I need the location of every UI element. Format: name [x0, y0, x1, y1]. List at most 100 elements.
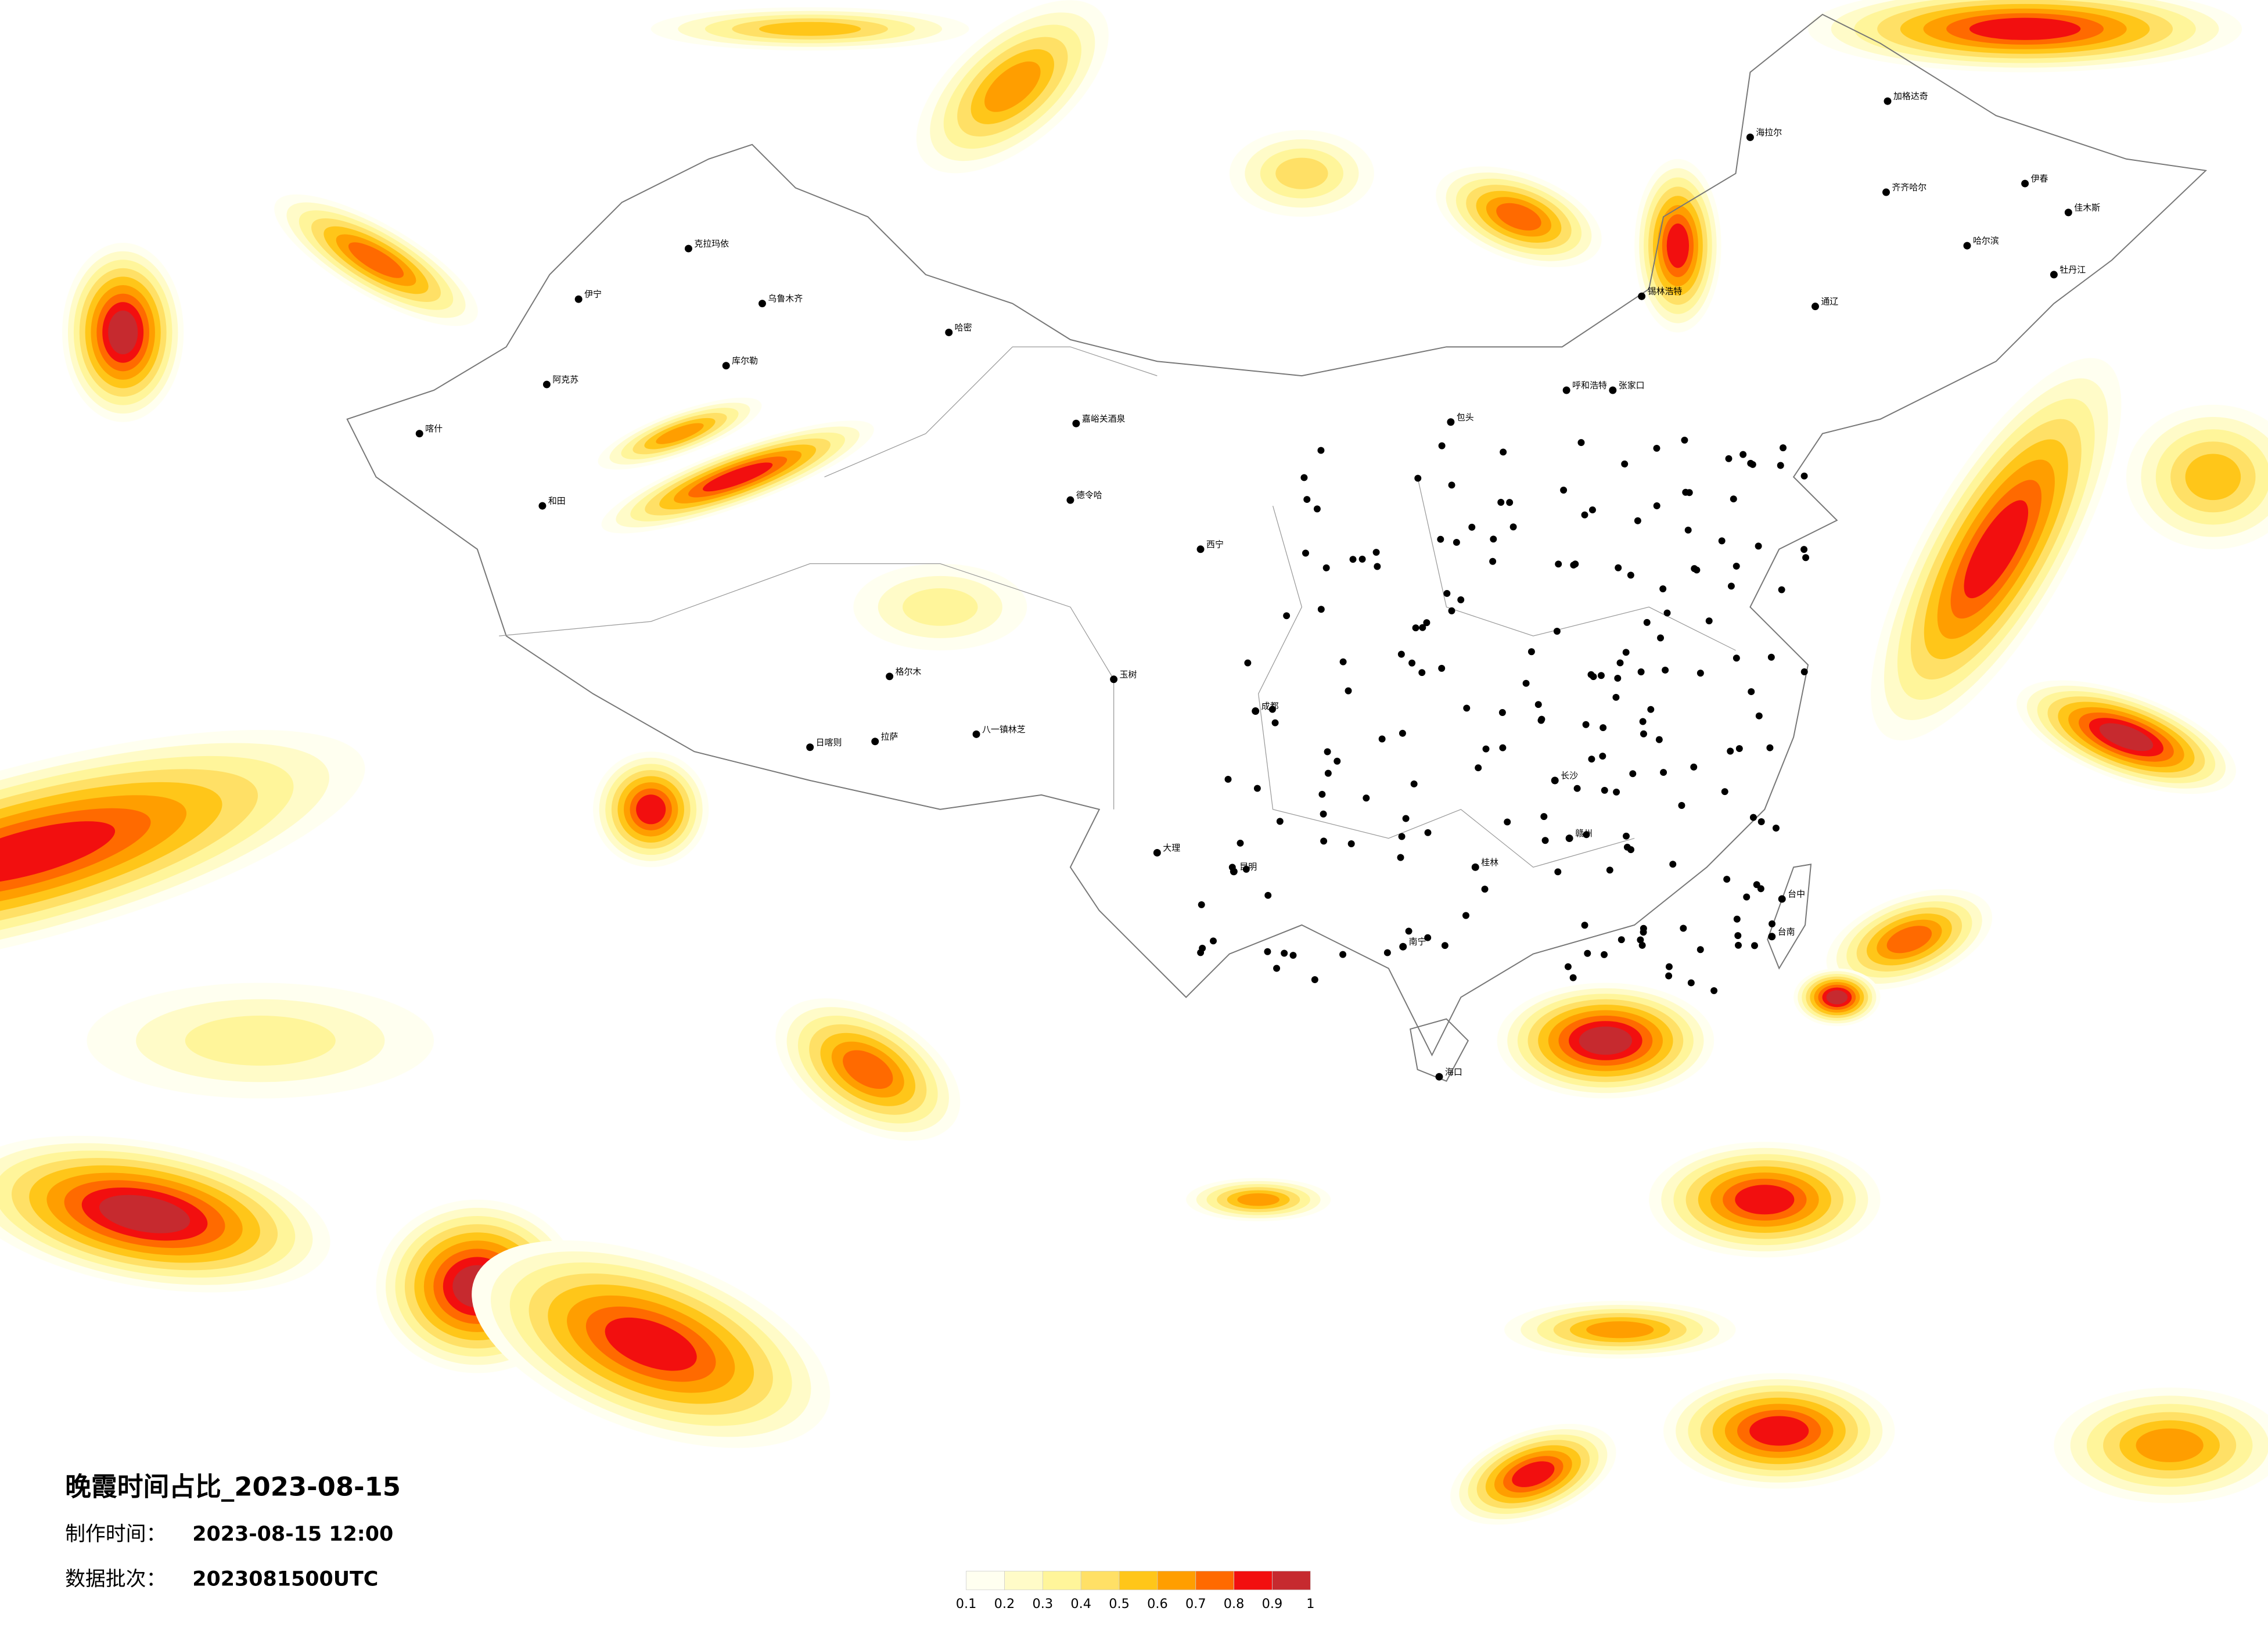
- city-label: 日喀则: [816, 737, 842, 747]
- city-label: 伊春: [2031, 174, 2048, 184]
- province-line: [1258, 505, 1635, 868]
- heat-layer: [0, 0, 2268, 1525]
- colorbar-tick-label: 0.9: [1262, 1596, 1283, 1611]
- city-dot: [1735, 745, 1743, 753]
- city-dot: [1453, 538, 1460, 546]
- city-label: 通辽: [1821, 296, 1838, 307]
- city-label: 海拉尔: [1756, 127, 1782, 138]
- city-label: 牡丹江: [2059, 264, 2086, 275]
- heat-area: [0, 821, 116, 884]
- city-dot: [1747, 459, 1755, 467]
- city-dot: [1264, 948, 1271, 955]
- city-dot: [1498, 709, 1506, 716]
- city-dot: [1317, 447, 1325, 454]
- city-label: 玉树: [1120, 669, 1137, 679]
- city-dot: [1601, 786, 1608, 794]
- batch: 2023081500UTC: [192, 1567, 378, 1591]
- city-dot: [1224, 775, 1232, 783]
- city-dot: [806, 743, 814, 751]
- city-dot: [1555, 560, 1562, 568]
- city-dot: [2050, 271, 2058, 279]
- city-dot: [1669, 861, 1677, 868]
- city-dot: [1616, 659, 1624, 667]
- city-dot: [1322, 564, 1330, 571]
- city-dot: [1475, 764, 1482, 772]
- city-label: 哈密: [955, 322, 972, 333]
- island-outline: [1410, 1018, 1469, 1082]
- city-dot: [1662, 666, 1669, 674]
- city-dot: [1778, 895, 1786, 903]
- city-dot: [1471, 863, 1479, 871]
- city-dot: [1522, 679, 1530, 687]
- city-label: 拉萨: [881, 731, 898, 742]
- colorbar-tick-label: 0.5: [1109, 1596, 1130, 1611]
- city-dot: [1597, 672, 1605, 679]
- city-dot: [1640, 929, 1647, 936]
- city-dot: [1264, 891, 1272, 899]
- city-label: 阿克苏: [552, 375, 578, 385]
- city-dot: [1657, 634, 1664, 642]
- colorbar-swatch: [1157, 1571, 1196, 1591]
- city-dot: [1397, 650, 1405, 658]
- city-dot: [1612, 693, 1620, 701]
- city-dot: [1777, 462, 1784, 469]
- city-dot: [1663, 609, 1671, 617]
- city-label: 西宁: [1206, 539, 1224, 549]
- city-dot: [1435, 1073, 1443, 1081]
- heat-area: [759, 21, 861, 36]
- city-dot: [1767, 653, 1775, 661]
- city-dot: [1802, 554, 1810, 562]
- city-dot: [1623, 832, 1630, 840]
- city-dot: [1383, 949, 1391, 956]
- city-dot: [1800, 668, 1808, 675]
- city-label: 海口: [1445, 1067, 1462, 1077]
- made-time: 2023-08-15 12:00: [192, 1523, 393, 1546]
- city-dot: [1638, 292, 1646, 300]
- city-dot: [1553, 627, 1561, 635]
- city-dot: [1448, 607, 1455, 614]
- city-dot: [1638, 941, 1646, 949]
- city-dot: [1281, 949, 1288, 957]
- city-dot: [1634, 517, 1641, 524]
- city-dot: [1615, 564, 1622, 571]
- city-dot: [1811, 303, 1819, 311]
- city-dot: [1273, 965, 1281, 972]
- city-dot: [1320, 837, 1328, 845]
- heat-area: [1275, 157, 1328, 189]
- city-label: 嘉峪关酒泉: [1082, 413, 1126, 424]
- city-dot: [1710, 987, 1718, 994]
- city-dot: [1606, 866, 1613, 874]
- heat-area: [1886, 926, 1932, 954]
- city-dot: [1317, 606, 1325, 613]
- city-dot: [1424, 934, 1432, 941]
- city-label: 乌鲁木齐: [768, 293, 803, 304]
- city-dot: [1748, 688, 1755, 696]
- heat-area: [1964, 500, 2029, 599]
- colorbar-tick-label: 0.8: [1224, 1596, 1245, 1611]
- city-dot: [1398, 833, 1406, 840]
- city-dot: [1412, 624, 1419, 632]
- colorbar-tick-label: 0.1: [956, 1596, 977, 1611]
- city-dot: [1655, 736, 1663, 743]
- city-dot: [1289, 952, 1297, 959]
- city-label: 大理: [1163, 843, 1180, 853]
- colorbar-swatch: [1004, 1571, 1043, 1591]
- city-dot: [1629, 770, 1637, 778]
- city-dot: [1734, 932, 1742, 940]
- city-dot: [1622, 649, 1630, 656]
- city-label: 库尔勒: [732, 355, 758, 366]
- city-label: 八一镇林芝: [982, 724, 1026, 735]
- city-dot: [1490, 535, 1497, 543]
- city-dot: [1678, 801, 1685, 809]
- city-dot: [1374, 563, 1381, 570]
- city-dot: [1621, 460, 1629, 467]
- heat-area: [1969, 17, 2081, 40]
- city-dot: [1253, 785, 1261, 792]
- city-dot: [1441, 942, 1448, 949]
- province-line: [1417, 477, 1736, 651]
- city-dot: [1618, 936, 1625, 944]
- city-dot: [1339, 658, 1347, 665]
- city-label: 格尔木: [896, 666, 922, 677]
- heat-area: [185, 1015, 336, 1066]
- batch-label: 数据批次：: [65, 1567, 166, 1591]
